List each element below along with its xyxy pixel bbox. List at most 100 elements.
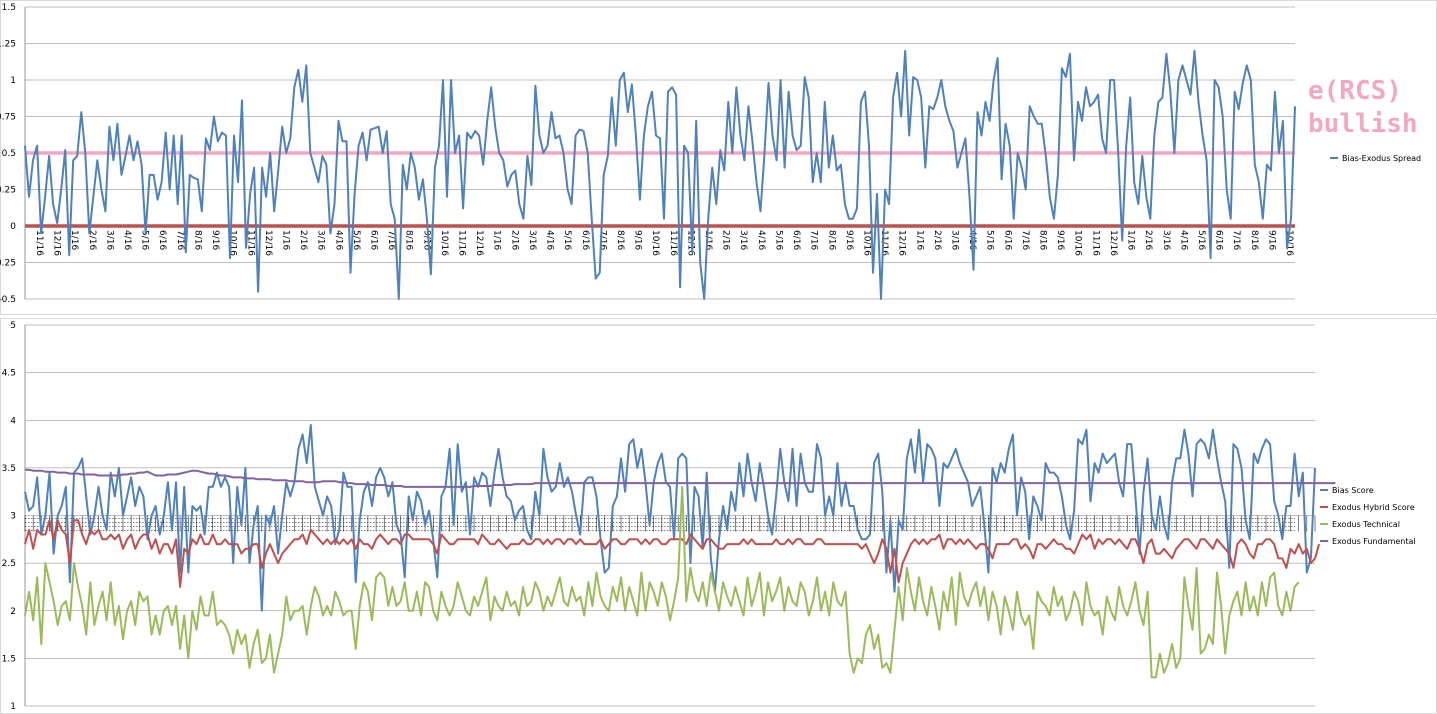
x-tick-label: 11/16 (668, 230, 678, 256)
x-tick-label: 1/16 (280, 230, 290, 250)
y-tick-label: 0.25 (0, 186, 16, 196)
y-tick-label: 3 (10, 512, 16, 522)
top-panel-frame (0, 0, 1437, 315)
legend-label: Bias Score (1332, 486, 1374, 495)
x-tick-label: 1/16 (69, 230, 79, 250)
x-tick-label: 7/16 (1231, 230, 1241, 250)
x-tick-label: 8/16 (1249, 230, 1259, 250)
x-tick-label: 2/16 (87, 230, 97, 250)
x-tick-label: 5/16 (562, 230, 572, 250)
x-tick-label: 10/16 (439, 230, 449, 256)
y-tick-label: -0.25 (0, 259, 16, 269)
x-tick-label: 9/16 (1055, 230, 1065, 250)
x-tick-label: 12/16 (263, 230, 273, 256)
x-tick-label: 3/16 (738, 230, 748, 250)
x-tick-label: 4/16 (333, 230, 343, 250)
y-tick-label: 0.75 (0, 113, 16, 123)
x-tick-label: 6/16 (1002, 230, 1012, 250)
x-tick-label: 3/16 (316, 230, 326, 250)
x-tick-label: 7/16 (386, 230, 396, 250)
x-tick-label: 5/16 (351, 230, 361, 250)
annotation-text: e(RCS) (1308, 76, 1402, 106)
x-tick-label: 7/16 (1020, 230, 1030, 250)
y-tick-label: 1 (10, 702, 16, 712)
x-tick-label: 12/16 (1108, 230, 1118, 256)
y-tick-label: 4.5 (2, 369, 16, 379)
y-tick-label: 1.5 (2, 3, 16, 13)
x-tick-label: 7/16 (175, 230, 185, 250)
x-tick-label: 3/16 (949, 230, 959, 250)
legend-label: Exodus Fundamental (1332, 537, 1416, 546)
y-tick-label: 2.5 (2, 559, 16, 569)
series-line-exodus-technical (24, 485, 1300, 679)
x-tick-label: 3/16 (1161, 230, 1171, 250)
x-tick-label: 12/16 (52, 230, 62, 256)
y-tick-label: 0.5 (2, 149, 16, 159)
series-line-bias-score (24, 424, 1316, 612)
x-tick-label: 11/16 (1090, 230, 1100, 256)
x-tick-label: 5/16 (140, 230, 150, 250)
x-tick-label: 10/16 (1073, 230, 1083, 256)
x-tick-label: 3/16 (527, 230, 537, 250)
x-tick-label: 6/16 (1214, 230, 1224, 250)
series-line-exodus-hybrid-score (24, 519, 1321, 588)
x-tick-label: 3/16 (104, 230, 114, 250)
x-tick-label: 9/16 (210, 230, 220, 250)
x-tick-label: 4/16 (756, 230, 766, 250)
legend-label: Exodus Technical (1332, 520, 1400, 529)
series-line-exodus-fundamental (25, 468, 1336, 488)
spread-chart: -0.5 -0.25 0 0.25 0.5 0.75 1 1.25 1.5 11/16 12/16 1… (0, 3, 1421, 305)
x-tick-label: 2/16 (1143, 230, 1153, 250)
x-tick-label: 10/16 (650, 230, 660, 256)
x-tick-label: 6/16 (580, 230, 590, 250)
bottom-panel-frame (0, 318, 1437, 714)
x-tick-label: 5/16 (985, 230, 995, 250)
x-tick-label: 1/16 (1126, 230, 1136, 250)
annotation-text: bullish (1308, 109, 1418, 139)
x-tick-label: 6/16 (791, 230, 801, 250)
y-tick-label: 0 (10, 222, 16, 232)
x-tick-label: 2/16 (932, 230, 942, 250)
x-tick-label: 12/16 (474, 230, 484, 256)
y-tick-label: 2 (10, 607, 16, 617)
x-tick-label: 12/16 (685, 230, 695, 256)
x-tick-label: 8/16 (404, 230, 414, 250)
y-tick-label: 3.5 (2, 464, 16, 474)
x-tick-label: 8/16 (615, 230, 625, 250)
x-tick-label: 11/16 (34, 230, 44, 256)
y-tick-label: 4 (10, 416, 16, 426)
y-tick-label: -0.5 (0, 295, 16, 305)
x-tick-label: 7/16 (809, 230, 819, 250)
x-tick-label: 11/16 (457, 230, 467, 256)
x-tick-label: 4/16 (545, 230, 555, 250)
scores-chart: 1 1.5 2 2.5 3 3.5 4 4.5 5 Bias Score Exodus Hybrid… (2, 321, 1416, 712)
x-tick-label: 4/16 (1178, 230, 1188, 250)
x-tick-label: 12/16 (897, 230, 907, 256)
x-tick-label: 8/16 (1038, 230, 1048, 250)
x-tick-label: 7/16 (597, 230, 607, 250)
x-tick-label: 10/16 (861, 230, 871, 256)
legend-label: Exodus Hybrid Score (1332, 503, 1415, 512)
x-tick-label: 9/16 (421, 230, 431, 250)
x-tick-label: 9/16 (1266, 230, 1276, 250)
x-tick-label: 9/16 (633, 230, 643, 250)
x-tick-label: 6/16 (157, 230, 167, 250)
x-tick-label: 10/16 (228, 230, 238, 256)
x-tick-label: 1/16 (492, 230, 502, 250)
x-tick-label: 11/16 (245, 230, 255, 256)
x-tick-label: 6/16 (369, 230, 379, 250)
x-tick-label: 5/16 (773, 230, 783, 250)
x-tick-label: 9/16 (844, 230, 854, 250)
y-tick-label: 1.25 (0, 40, 16, 50)
series-line-bias-exodus-spread (24, 49, 1296, 300)
y-tick-label: 1.5 (2, 654, 16, 664)
legend-label: Bias-Exodus Spread (1342, 154, 1421, 163)
x-tick-label: 10/16 (1284, 230, 1294, 256)
x-tick-label: 2/16 (509, 230, 519, 250)
x-tick-label: 5/16 (1196, 230, 1206, 250)
x-tick-label: 1/16 (914, 230, 924, 250)
y-tick-label: 5 (10, 321, 16, 331)
x-tick-label: 2/16 (721, 230, 731, 250)
